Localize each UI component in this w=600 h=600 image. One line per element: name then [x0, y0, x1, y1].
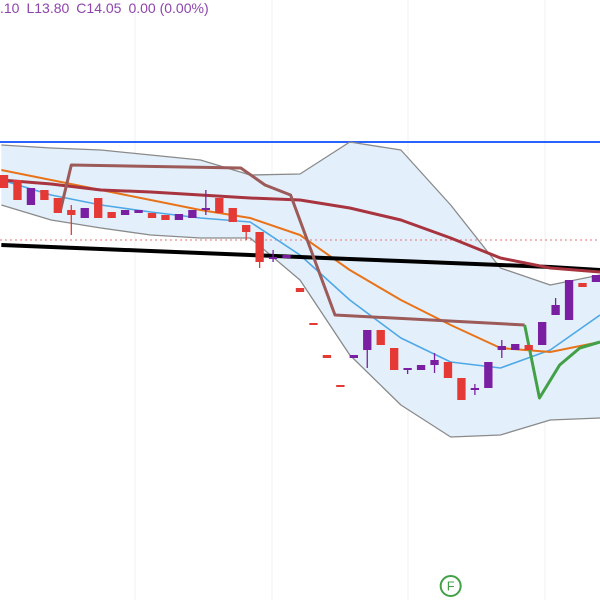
candle-body [551, 305, 560, 315]
candle-body [497, 346, 506, 350]
candle-body [67, 210, 76, 215]
candle-body [416, 365, 426, 370]
ohlc-legend: .10 L13.80 C14.05 0.00 (0.00%) [0, 0, 209, 16]
candle-body [511, 344, 520, 350]
candle-body [403, 368, 412, 370]
candle-body [94, 198, 103, 218]
candle-body [309, 323, 318, 325]
candle-body [376, 330, 385, 345]
candle-body [161, 215, 170, 220]
candle-body [107, 212, 116, 218]
candle-body [349, 355, 358, 358]
candle-body [564, 280, 574, 320]
candle-body [134, 210, 143, 213]
ohlc-legend-item: .10 [0, 0, 20, 16]
candle-body [80, 208, 89, 218]
indicator-line [1, 141, 600, 286]
candle-body [390, 348, 399, 370]
candle-body [147, 213, 157, 218]
indicator-line [1, 243, 600, 272]
candle-body [53, 198, 63, 213]
candle-body [537, 322, 547, 345]
candle-body [282, 255, 291, 258]
candle-body [188, 210, 197, 218]
event-marker [439, 575, 462, 597]
candle-body [443, 362, 453, 378]
indicator-line [523, 324, 600, 400]
candle-body [363, 330, 372, 350]
candle-body [470, 388, 480, 390]
candle-body [26, 188, 36, 205]
indicator-line [59, 163, 525, 327]
candle-body [0, 175, 9, 188]
indicator-line [1, 204, 600, 438]
candle-body [174, 214, 184, 220]
ohlc-legend-item: C14.05 [76, 0, 121, 16]
candle-body [457, 378, 466, 400]
candle-body [430, 360, 439, 365]
ohlc-legend-item: 0.00 (0.00%) [128, 0, 208, 16]
candle-body [336, 385, 345, 387]
candle-body [13, 180, 22, 200]
candle-body [578, 283, 587, 287]
indicator-line [1, 178, 600, 274]
candle-body [295, 288, 305, 292]
candle-body [228, 208, 237, 222]
candle-body [268, 257, 278, 259]
candle-body [255, 232, 264, 262]
candle-body [591, 275, 600, 282]
ohlc-legend-item: L13.80 [26, 0, 69, 16]
candle-body [484, 362, 493, 388]
candle-body [201, 208, 210, 210]
candle-body [215, 198, 224, 213]
event-marker-label: F [447, 578, 455, 593]
candle-body [40, 190, 49, 200]
candle-body [524, 345, 533, 350]
candle-body [322, 355, 332, 358]
candle-body [242, 225, 251, 232]
candle-body [120, 210, 130, 215]
